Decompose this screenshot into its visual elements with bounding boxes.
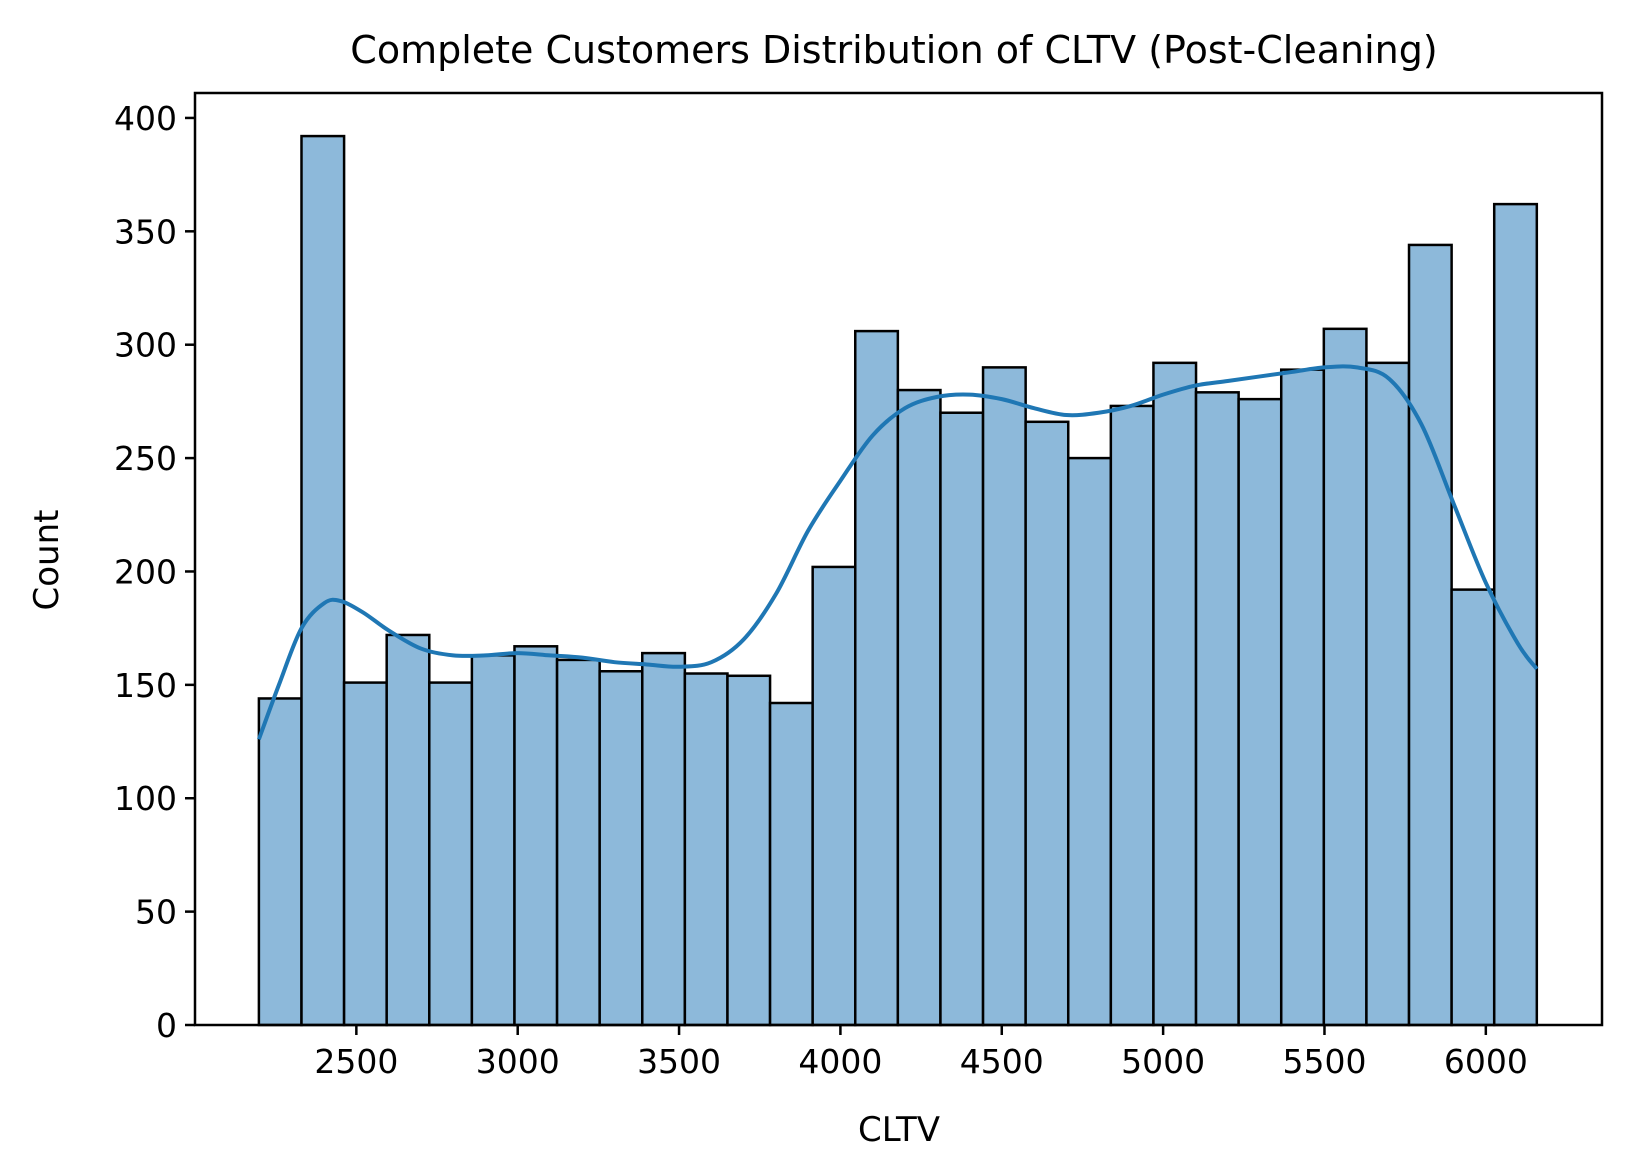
histogram-bar-12	[768, 701, 814, 1027]
histogram-bar-27	[1407, 243, 1453, 1027]
histogram-bar-15	[896, 388, 942, 1027]
histogram-bar-0	[257, 697, 303, 1027]
kde-curve	[257, 364, 1539, 740]
y-tick-label-100: 100	[114, 779, 177, 818]
histogram-bar-6	[513, 645, 559, 1027]
chart-title: Complete Customers Distribution of CLTV …	[350, 28, 1437, 72]
histogram-bar-18	[1024, 420, 1070, 1027]
histogram-bar-23	[1237, 397, 1283, 1027]
y-tick-label-150: 150	[114, 666, 177, 705]
y-axis-label: Count	[27, 510, 67, 611]
histogram-bar-21	[1152, 361, 1198, 1027]
x-tick-label-5500: 5500	[1282, 1042, 1366, 1081]
histogram-bar-28	[1450, 588, 1496, 1027]
histogram-bar-22	[1194, 391, 1240, 1027]
histogram-bar-8	[598, 669, 644, 1027]
bars-group	[257, 134, 1539, 1027]
histogram-bar-7	[555, 658, 601, 1027]
x-tick-label-3500: 3500	[637, 1042, 721, 1081]
y-tick-label-350: 350	[114, 212, 177, 251]
histogram-bar-17	[981, 366, 1027, 1027]
histogram-bar-4	[428, 681, 474, 1027]
x-axis-ticks: 2500 3000 3500 4000 4500 5000 5500 6000	[314, 1025, 1528, 1081]
y-tick-label-50: 50	[135, 893, 177, 932]
histogram-bar-9	[641, 651, 687, 1027]
histogram-bar-24	[1279, 368, 1326, 1027]
x-axis-label: CLTV	[858, 1110, 940, 1150]
plot-frame	[193, 91, 1604, 1027]
y-axis-ticks: 0 50 100 150 200 250 300 350 400	[114, 99, 195, 1045]
histogram-bar-20	[1109, 404, 1155, 1027]
histogram-bar-16	[939, 411, 985, 1027]
x-tick-label-4000: 4000	[798, 1042, 882, 1081]
histogram-bar-25	[1322, 327, 1368, 1027]
histogram-bar-19	[1066, 456, 1113, 1027]
x-tick-label-3000: 3000	[476, 1042, 560, 1081]
histogram-bar-14	[854, 329, 900, 1027]
x-tick-label-6000: 6000	[1444, 1042, 1528, 1081]
histogram-bar-1	[300, 134, 346, 1027]
x-tick-label-5000: 5000	[1121, 1042, 1205, 1081]
y-tick-label-200: 200	[114, 552, 177, 591]
histogram-bar-2	[342, 681, 388, 1027]
y-tick-label-250: 250	[114, 439, 177, 478]
histogram-bar-5	[470, 654, 516, 1027]
y-tick-label-400: 400	[114, 99, 177, 138]
x-tick-label-2500: 2500	[314, 1042, 398, 1081]
histogram-bar-13	[811, 565, 857, 1027]
histogram-bar-3	[385, 633, 431, 1027]
y-tick-label-0: 0	[156, 1006, 177, 1045]
y-tick-label-300: 300	[114, 326, 177, 365]
histogram-bar-10	[683, 672, 729, 1027]
histogram-bar-11	[726, 674, 772, 1027]
histogram-bar-26	[1365, 361, 1411, 1027]
x-tick-label-4500: 4500	[960, 1042, 1044, 1081]
